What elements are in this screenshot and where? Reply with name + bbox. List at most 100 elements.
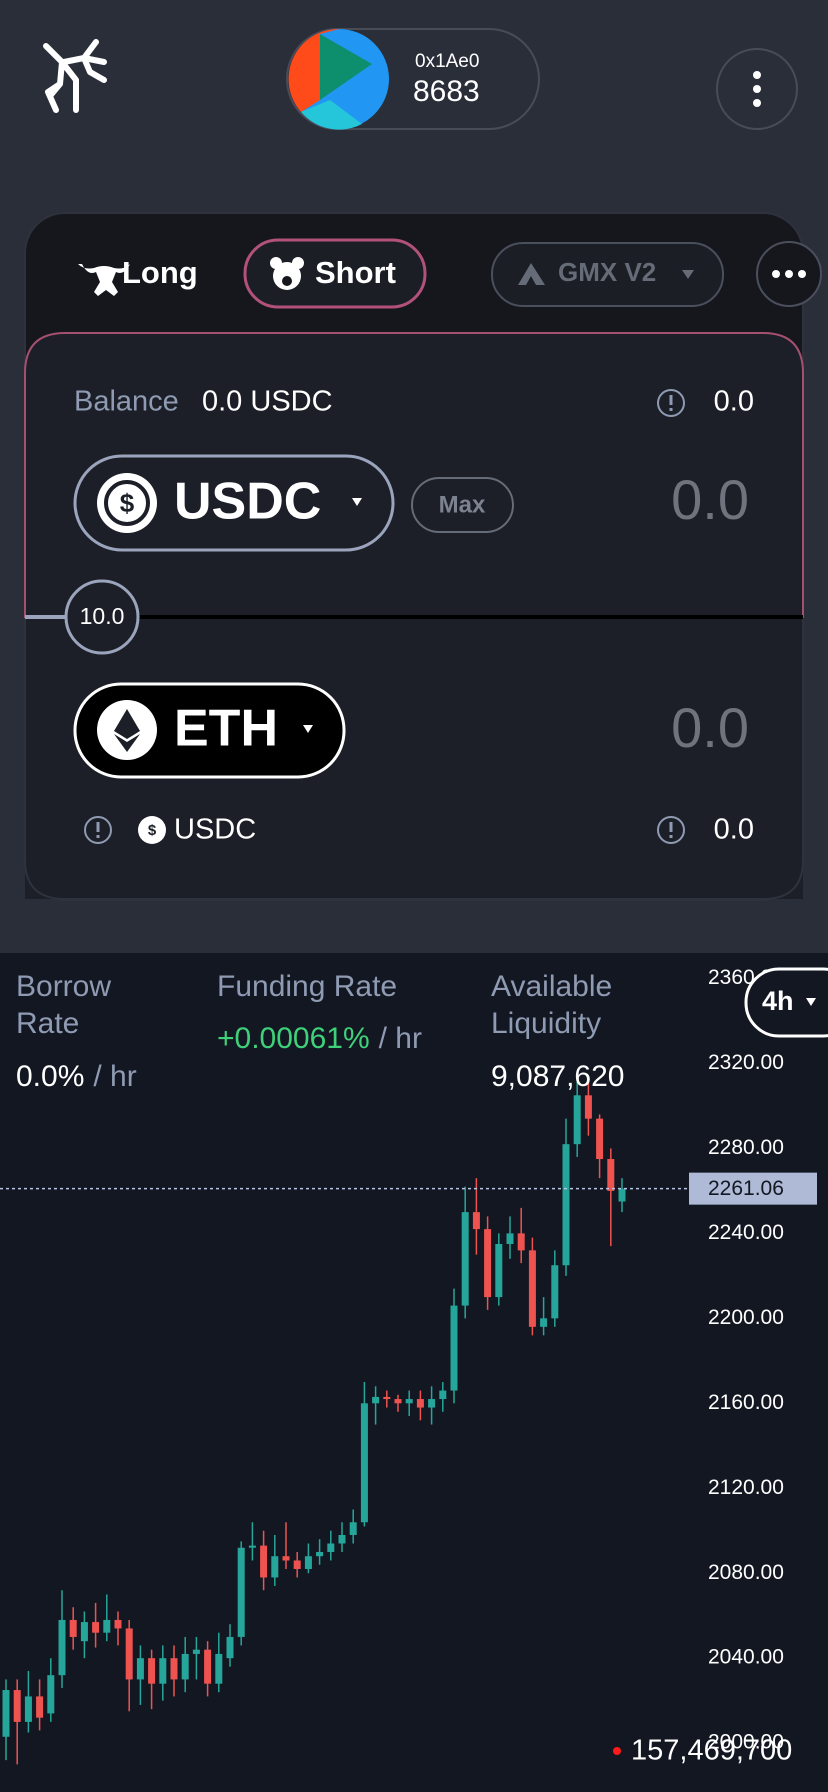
candle-body [428,1399,436,1408]
menu-dot [753,99,761,107]
stat-unit: / hr [379,1022,422,1055]
pay-token-select[interactable]: $ USDC [73,454,395,552]
usdc-ring [104,480,150,526]
short-tab[interactable]: Short [243,238,427,309]
interval: 4h [762,986,794,1016]
long-tab[interactable]: Long [78,255,198,296]
receive-token-select[interactable]: ETH [73,682,346,779]
candle-body [148,1658,156,1684]
chart: 2000.00 2040.00 2080.00 2120.00 2160.00 2200.… [0,966,817,1767]
exchange-select[interactable]: GMX V2 [491,242,724,307]
y-tick-label: 2320.00 [708,1051,784,1074]
caret [806,998,816,1006]
candle-body [416,1399,424,1408]
last-price-box [689,1172,817,1205]
more-button[interactable] [756,241,822,307]
y-tick-label: 2000.00 [708,1731,784,1754]
interval-button[interactable]: 4h [744,967,828,1038]
stat-unit: / hr [93,1060,136,1093]
candle-body [47,1675,55,1714]
candle-body [461,1212,469,1306]
y-tick-label: 2160.00 [708,1391,784,1414]
candle-body [316,1551,324,1557]
candle-body [506,1233,514,1244]
max-button[interactable]: Max [411,477,514,533]
info-mark [669,822,673,832]
stat-value: +0.00061% [217,1022,370,1055]
info-icon[interactable] [657,389,685,417]
logo[interactable] [43,39,107,113]
usdc-small-symbol: $ [148,822,157,839]
candle-body [439,1390,447,1400]
candle-body [304,1556,312,1569]
candle-body [226,1636,234,1659]
menu-dot [753,85,761,93]
info-mark [96,822,100,832]
candle-body [215,1653,223,1684]
balance-label: Balance [74,386,179,418]
volume-label: 157,469,700 [631,1735,792,1767]
candle-body [596,1118,604,1160]
candle-body [260,1545,268,1578]
eth-symbol [114,709,140,752]
receive-token: ETH [174,700,278,758]
collateral-amount: 0.0 [714,814,754,846]
info-icon[interactable] [84,816,112,844]
candle-body [517,1233,525,1251]
chart-background [0,953,828,1792]
caret [352,498,362,506]
volume-dot [613,1747,621,1755]
info-icon[interactable] [657,816,685,844]
info-mark [669,408,673,411]
candle-body [394,1399,402,1404]
stat-label: Funding Rate [217,970,397,1003]
candle-body [472,1212,480,1230]
y-tick-label: 2040.00 [708,1646,784,1669]
candle-body [69,1619,77,1637]
max-bg [411,477,514,533]
candle-body [125,1628,133,1680]
y-tick-label: 2080.00 [708,1561,784,1584]
candle-body [181,1653,189,1680]
leverage-knob[interactable]: 10.0 [64,579,140,655]
candle-body [562,1144,570,1266]
stat-value: 0.0% [16,1060,84,1093]
menu-button[interactable] [716,48,798,130]
pay-amount[interactable]: 0.0 [671,468,749,531]
info-mark [96,835,100,838]
exchange-bg [491,242,724,307]
candle-body [349,1522,357,1535]
usdc-small-icon [138,816,166,844]
caret [303,725,313,733]
bull-icon [78,264,130,296]
leverage: 10.0 [80,603,125,629]
stat-value: 9,087,620 [491,1060,624,1093]
candle-body [484,1229,492,1298]
info-circle [657,816,685,844]
interval-bg [744,967,828,1038]
y-tick-label: 2120.00 [708,1476,784,1499]
candle-body [192,1649,200,1654]
candle-body [282,1556,290,1561]
candle-body [450,1305,458,1391]
account-pill[interactable]: 0x1Ae0 8683 [286,28,540,130]
more-dot [772,270,780,278]
long-label: Long [122,255,198,290]
bear-snout [282,276,292,286]
candle-body [80,1622,88,1642]
balance-right: 0.0 [714,386,754,418]
short-tab-bg [243,238,427,309]
candle-body [24,1696,32,1722]
info-mark [669,835,673,838]
gmx-icon [518,263,545,285]
candle-body [383,1396,391,1400]
account-id: 8683 [413,75,480,108]
stats: Borrow Rate 0.0% / hr Funding Rate +0.00061% /… [16,970,624,1093]
y-tick-label: 2280.00 [708,1136,784,1159]
receive-border [24,619,804,900]
info-circle [657,389,685,417]
candle-body [540,1318,548,1327]
collateral: USDC [174,814,256,846]
